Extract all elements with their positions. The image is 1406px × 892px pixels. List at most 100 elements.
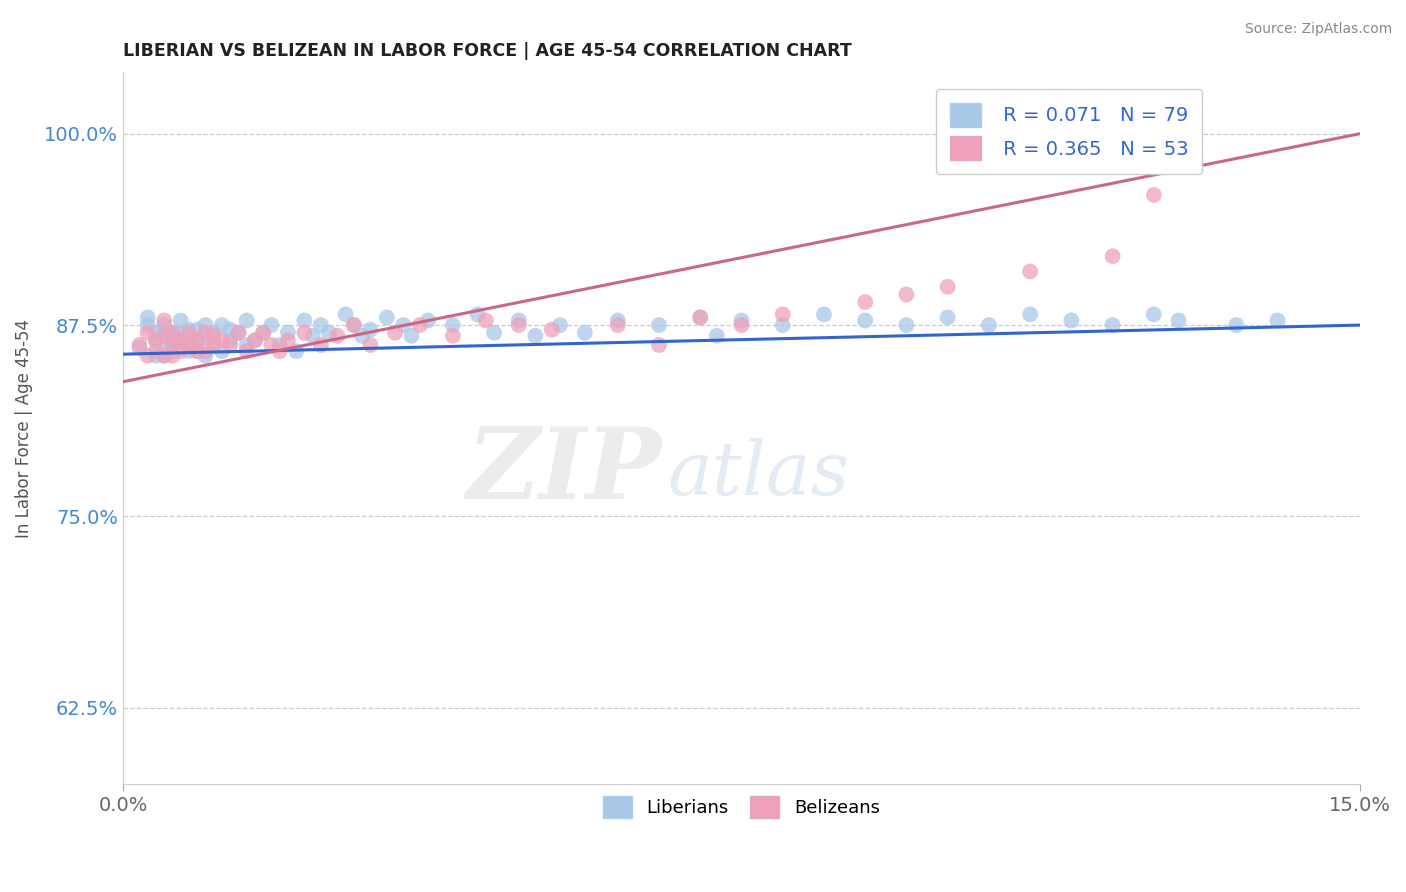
- Point: [170, 334, 193, 348]
- Point: [277, 326, 299, 340]
- Point: [202, 326, 225, 340]
- Point: [648, 338, 671, 352]
- Point: [177, 344, 200, 359]
- Point: [186, 334, 208, 348]
- Point: [186, 334, 208, 348]
- Point: [475, 313, 498, 327]
- Point: [936, 310, 959, 325]
- Text: ZIP: ZIP: [465, 423, 661, 519]
- Point: [252, 326, 274, 340]
- Point: [508, 318, 530, 332]
- Point: [145, 334, 167, 348]
- Point: [409, 318, 432, 332]
- Point: [1019, 264, 1042, 278]
- Legend: Liberians, Belizeans: Liberians, Belizeans: [596, 789, 887, 825]
- Point: [467, 307, 489, 321]
- Point: [294, 313, 316, 327]
- Point: [260, 338, 283, 352]
- Point: [853, 313, 876, 327]
- Point: [228, 326, 250, 340]
- Point: [243, 334, 266, 348]
- Point: [186, 344, 208, 359]
- Point: [202, 338, 225, 352]
- Point: [689, 310, 711, 325]
- Point: [194, 318, 217, 332]
- Point: [269, 344, 291, 359]
- Point: [153, 328, 176, 343]
- Point: [309, 318, 332, 332]
- Point: [482, 326, 505, 340]
- Point: [540, 323, 562, 337]
- Point: [606, 313, 628, 327]
- Text: Source: ZipAtlas.com: Source: ZipAtlas.com: [1244, 22, 1392, 37]
- Point: [153, 326, 176, 340]
- Point: [1184, 127, 1206, 141]
- Point: [260, 318, 283, 332]
- Y-axis label: In Labor Force | Age 45-54: In Labor Force | Age 45-54: [15, 319, 32, 538]
- Point: [1060, 313, 1083, 327]
- Point: [170, 313, 193, 327]
- Point: [318, 326, 340, 340]
- Point: [194, 349, 217, 363]
- Point: [772, 318, 794, 332]
- Point: [301, 328, 323, 343]
- Point: [441, 328, 464, 343]
- Point: [524, 328, 547, 343]
- Point: [896, 318, 918, 332]
- Point: [772, 307, 794, 321]
- Text: atlas: atlas: [668, 439, 849, 511]
- Point: [153, 341, 176, 355]
- Point: [162, 349, 184, 363]
- Point: [548, 318, 571, 332]
- Point: [294, 326, 316, 340]
- Point: [162, 326, 184, 340]
- Point: [162, 326, 184, 340]
- Point: [335, 307, 357, 321]
- Point: [177, 326, 200, 340]
- Point: [170, 334, 193, 348]
- Point: [326, 328, 349, 343]
- Point: [145, 334, 167, 348]
- Point: [359, 323, 381, 337]
- Point: [574, 326, 596, 340]
- Point: [813, 307, 835, 321]
- Point: [128, 341, 150, 355]
- Point: [228, 326, 250, 340]
- Point: [269, 338, 291, 352]
- Point: [136, 318, 159, 332]
- Point: [1267, 313, 1289, 327]
- Point: [235, 344, 257, 359]
- Point: [343, 318, 366, 332]
- Point: [285, 344, 308, 359]
- Point: [441, 318, 464, 332]
- Point: [1101, 249, 1123, 263]
- Point: [1101, 318, 1123, 332]
- Point: [211, 318, 233, 332]
- Point: [177, 328, 200, 343]
- Point: [392, 318, 415, 332]
- Point: [145, 349, 167, 363]
- Point: [128, 338, 150, 352]
- Point: [648, 318, 671, 332]
- Point: [219, 323, 242, 337]
- Point: [343, 318, 366, 332]
- Point: [235, 338, 257, 352]
- Point: [153, 313, 176, 327]
- Point: [136, 326, 159, 340]
- Point: [170, 344, 193, 359]
- Point: [277, 334, 299, 348]
- Point: [936, 280, 959, 294]
- Point: [606, 318, 628, 332]
- Point: [309, 338, 332, 352]
- Point: [194, 326, 217, 340]
- Point: [977, 318, 1000, 332]
- Point: [384, 326, 406, 340]
- Point: [177, 338, 200, 352]
- Point: [194, 328, 217, 343]
- Point: [211, 334, 233, 348]
- Point: [219, 338, 242, 352]
- Point: [202, 328, 225, 343]
- Point: [235, 313, 257, 327]
- Point: [211, 344, 233, 359]
- Point: [162, 334, 184, 348]
